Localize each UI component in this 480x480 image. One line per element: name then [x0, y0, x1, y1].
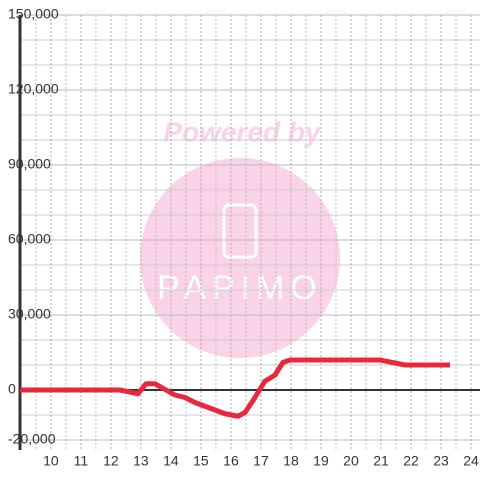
x-tick-label: 19: [313, 453, 329, 469]
y-tick-label: 90,000: [8, 156, 51, 172]
y-tick-label: 60,000: [8, 231, 51, 247]
x-tick-label: 13: [133, 453, 149, 469]
x-tick-label: 23: [433, 453, 449, 469]
watermark-logo: PAPIMO: [157, 269, 323, 307]
x-tick-label: 10: [43, 453, 59, 469]
y-tick-label: 150,000: [8, 6, 59, 22]
x-tick-label: 20: [343, 453, 359, 469]
x-tick-label: 17: [253, 453, 269, 469]
y-tick-label: -20,000: [8, 431, 56, 447]
y-tick-label: 120,000: [8, 81, 59, 97]
x-tick-label: 16: [223, 453, 239, 469]
x-tick-label: 24: [463, 453, 479, 469]
watermark-title: Powered by: [163, 116, 322, 147]
y-tick-label: 30,000: [8, 306, 51, 322]
x-tick-label: 21: [373, 453, 389, 469]
x-tick-label: 18: [283, 453, 299, 469]
x-tick-label: 14: [163, 453, 179, 469]
x-tick-label: 15: [193, 453, 209, 469]
x-tick-label: 22: [403, 453, 419, 469]
data-line: [20, 357, 450, 419]
x-tick-label: 11: [74, 453, 89, 469]
y-tick-label: 0: [8, 381, 16, 397]
watermark: Powered by PAPIMO: [140, 116, 340, 358]
x-tick-label: 12: [103, 453, 119, 469]
watermark-phone: [222, 203, 258, 259]
